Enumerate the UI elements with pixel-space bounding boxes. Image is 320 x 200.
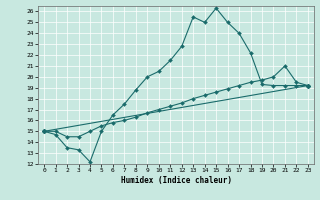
X-axis label: Humidex (Indice chaleur): Humidex (Indice chaleur) — [121, 176, 231, 185]
